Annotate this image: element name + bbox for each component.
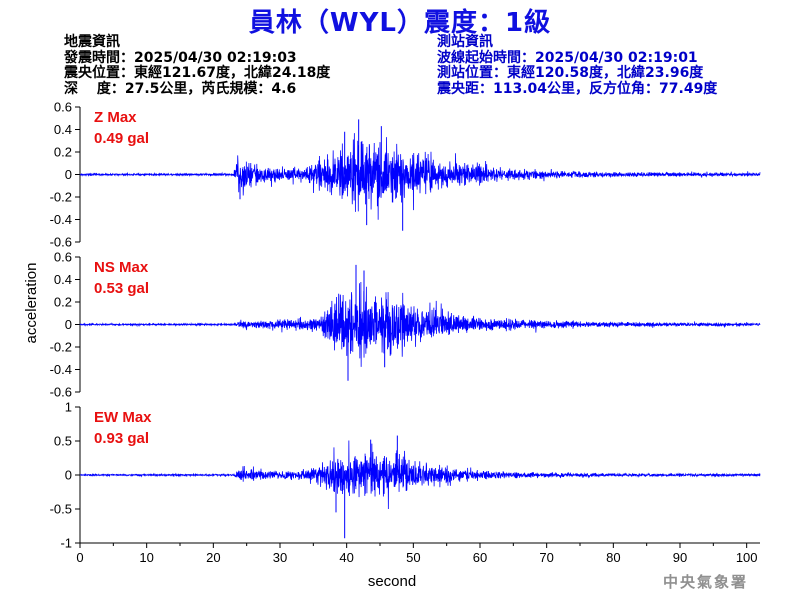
x-tick-label: 70 (539, 550, 553, 565)
x-tick-label: 30 (273, 550, 287, 565)
origin-time: 發震時間：2025/04/30 02:19:03 (64, 49, 297, 66)
x-tick-label: 60 (473, 550, 487, 565)
y-tick-label: 0 (65, 317, 72, 332)
wave-start-time: 波線起始時間：2025/04/30 02:19:01 (437, 49, 698, 66)
y-tick-label: -0.6 (50, 235, 72, 250)
y-tick-label: 0.6 (54, 250, 72, 265)
x-tick-label: 20 (206, 550, 220, 565)
station-info: 測站資訊 波線起始時間：2025/04/30 02:19:01 測站位置：東經1… (437, 34, 718, 97)
y-tick-label: 0 (65, 468, 72, 483)
agency-credit: 中央氣象署 (662, 573, 748, 591)
max-value-label: 0.53 gal (94, 280, 149, 297)
y-tick-label: 0.2 (54, 145, 72, 160)
panel-ns: -0.6 -0.4 -0.2 0 0.2 0.4 0.6 NS Max 0.53 gal (50, 250, 761, 400)
y-tick-label: -0.5 (50, 502, 72, 517)
y-tick-label: -1 (60, 536, 72, 551)
x-tick-label: 0 (76, 550, 83, 565)
max-component-label: Z Max (94, 109, 137, 126)
y-axis-title: acceleration (23, 263, 40, 344)
x-tick-label: 90 (673, 550, 687, 565)
earthquake-info-heading: 地震資訊 (64, 34, 120, 50)
epicentral-distance: 震央距：113.04公里，反方位角：77.49度 (437, 80, 718, 97)
y-tick-label: -0.6 (50, 385, 72, 400)
max-value-label: 0.93 gal (94, 430, 149, 447)
epicenter-location: 震央位置：東經121.67度，北緯24.18度 (64, 65, 331, 81)
y-tick-label: 0.5 (54, 434, 72, 449)
x-tick-label: 80 (606, 550, 620, 565)
max-component-label: NS Max (94, 259, 149, 276)
y-tick-label: 0.2 (54, 295, 72, 310)
y-tick-label: 0.6 (54, 100, 72, 115)
page-title: 員林（WYL）震度：1級 (248, 8, 552, 38)
y-tick-label: 0 (65, 167, 72, 182)
x-tick-label: 50 (406, 550, 420, 565)
waveform-trace (79, 440, 761, 509)
y-tick-label: 1 (65, 400, 72, 415)
max-component-label: EW Max (94, 409, 152, 426)
station-info-heading: 測站資訊 (437, 34, 493, 50)
earthquake-info: 地震資訊 發震時間：2025/04/30 02:19:03 震央位置：東經121… (64, 34, 331, 97)
x-tick-label: 100 (736, 550, 758, 565)
y-tick-label: -0.4 (50, 362, 72, 377)
y-tick-label: 0.4 (54, 122, 72, 137)
y-tick-label: -0.4 (50, 212, 72, 227)
depth-magnitude: 深 度：27.5公里，芮氏規模：4.6 (64, 80, 297, 97)
x-axis-title: second (368, 573, 416, 590)
waveform-trace (79, 281, 761, 367)
x-tick-label: 10 (139, 550, 153, 565)
panel-z: -0.6 -0.4 -0.2 0 0.2 0.4 0.6 Z Max 0.49 gal (50, 100, 761, 250)
panel-ew: -1 -0.5 0 0.5 1 EW Max 0.93 gal (50, 400, 761, 551)
waveform-trace (79, 133, 761, 220)
x-tick-label: 40 (339, 550, 353, 565)
max-value-label: 0.49 gal (94, 130, 149, 147)
station-location: 測站位置：東經120.58度，北緯23.96度 (437, 65, 704, 81)
y-tick-label: 0.4 (54, 272, 72, 287)
y-tick-label: -0.2 (50, 190, 72, 205)
y-tick-label: -0.2 (50, 340, 72, 355)
